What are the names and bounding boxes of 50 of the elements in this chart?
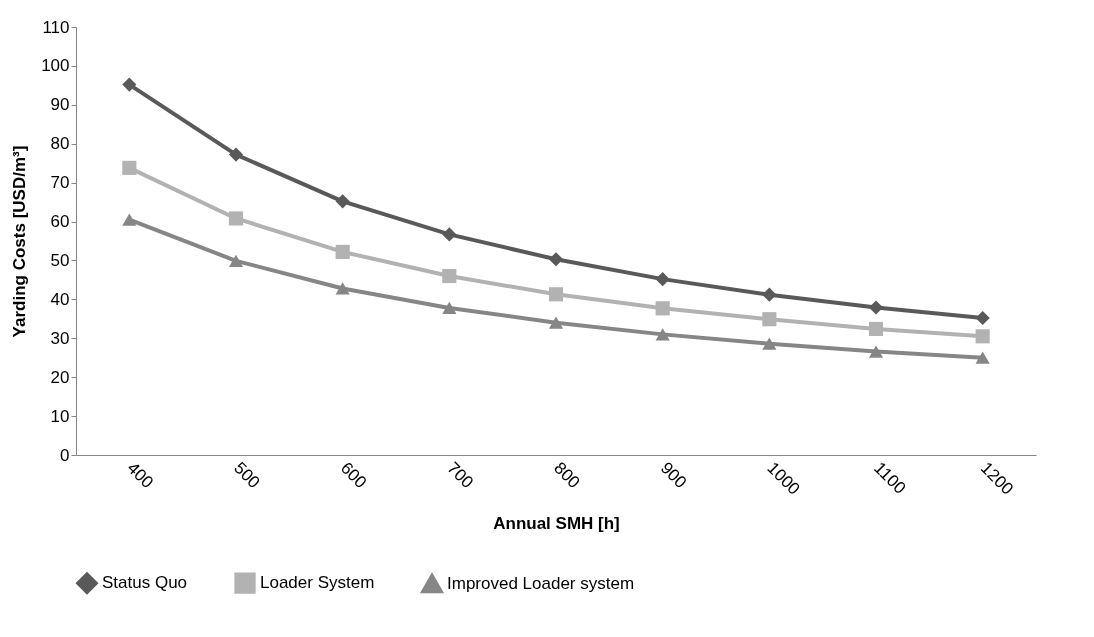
y-tick-label: 50 <box>50 250 70 270</box>
legend-label: Loader System <box>260 573 375 593</box>
point <box>122 77 137 92</box>
point <box>548 252 564 267</box>
x-tick-label: 500 <box>230 458 264 492</box>
point <box>442 268 457 284</box>
point <box>868 345 884 358</box>
y-tick-label: 30 <box>50 328 70 348</box>
point <box>548 316 564 329</box>
point <box>975 351 990 364</box>
x-axis-title: Annual SMH [h] <box>493 513 620 533</box>
y-axis-title: Yarding Costs [USD/m³] <box>10 145 30 338</box>
point <box>335 282 350 295</box>
x-tick-label: 600 <box>336 458 371 492</box>
point <box>762 287 777 302</box>
point <box>442 227 457 242</box>
point <box>548 287 564 302</box>
point <box>228 147 244 162</box>
point <box>762 312 777 327</box>
point <box>655 272 670 287</box>
point <box>122 213 137 226</box>
y-tick-label: 90 <box>50 95 70 115</box>
y-tick-label: 100 <box>41 56 70 76</box>
x-tick-label: 400 <box>123 458 157 492</box>
y-tick-label: 20 <box>50 367 70 387</box>
point <box>122 160 137 175</box>
y-tick-label: 40 <box>50 289 70 309</box>
y-tick-label: 60 <box>50 212 70 232</box>
point <box>228 254 244 267</box>
y-tick-label: 110 <box>42 17 70 37</box>
y-tick-label: 0 <box>60 445 70 465</box>
point <box>868 321 884 337</box>
legend-label: Status Quo <box>102 573 188 593</box>
point <box>762 337 777 350</box>
point <box>868 300 884 315</box>
x-tick-label: 800 <box>550 458 584 492</box>
point <box>335 194 350 209</box>
x-tick-label: 700 <box>443 458 477 492</box>
legend-label: Improved Loader system <box>447 573 635 593</box>
y-tick-label: 70 <box>50 173 70 193</box>
point <box>655 328 670 341</box>
point <box>335 244 350 259</box>
point <box>442 301 457 315</box>
point <box>228 211 244 226</box>
point <box>655 301 670 316</box>
x-tick-label: 900 <box>656 458 691 492</box>
y-tick-label: 80 <box>50 134 70 154</box>
point <box>975 329 990 344</box>
y-tick-label: 10 <box>50 406 70 426</box>
point <box>975 310 990 326</box>
